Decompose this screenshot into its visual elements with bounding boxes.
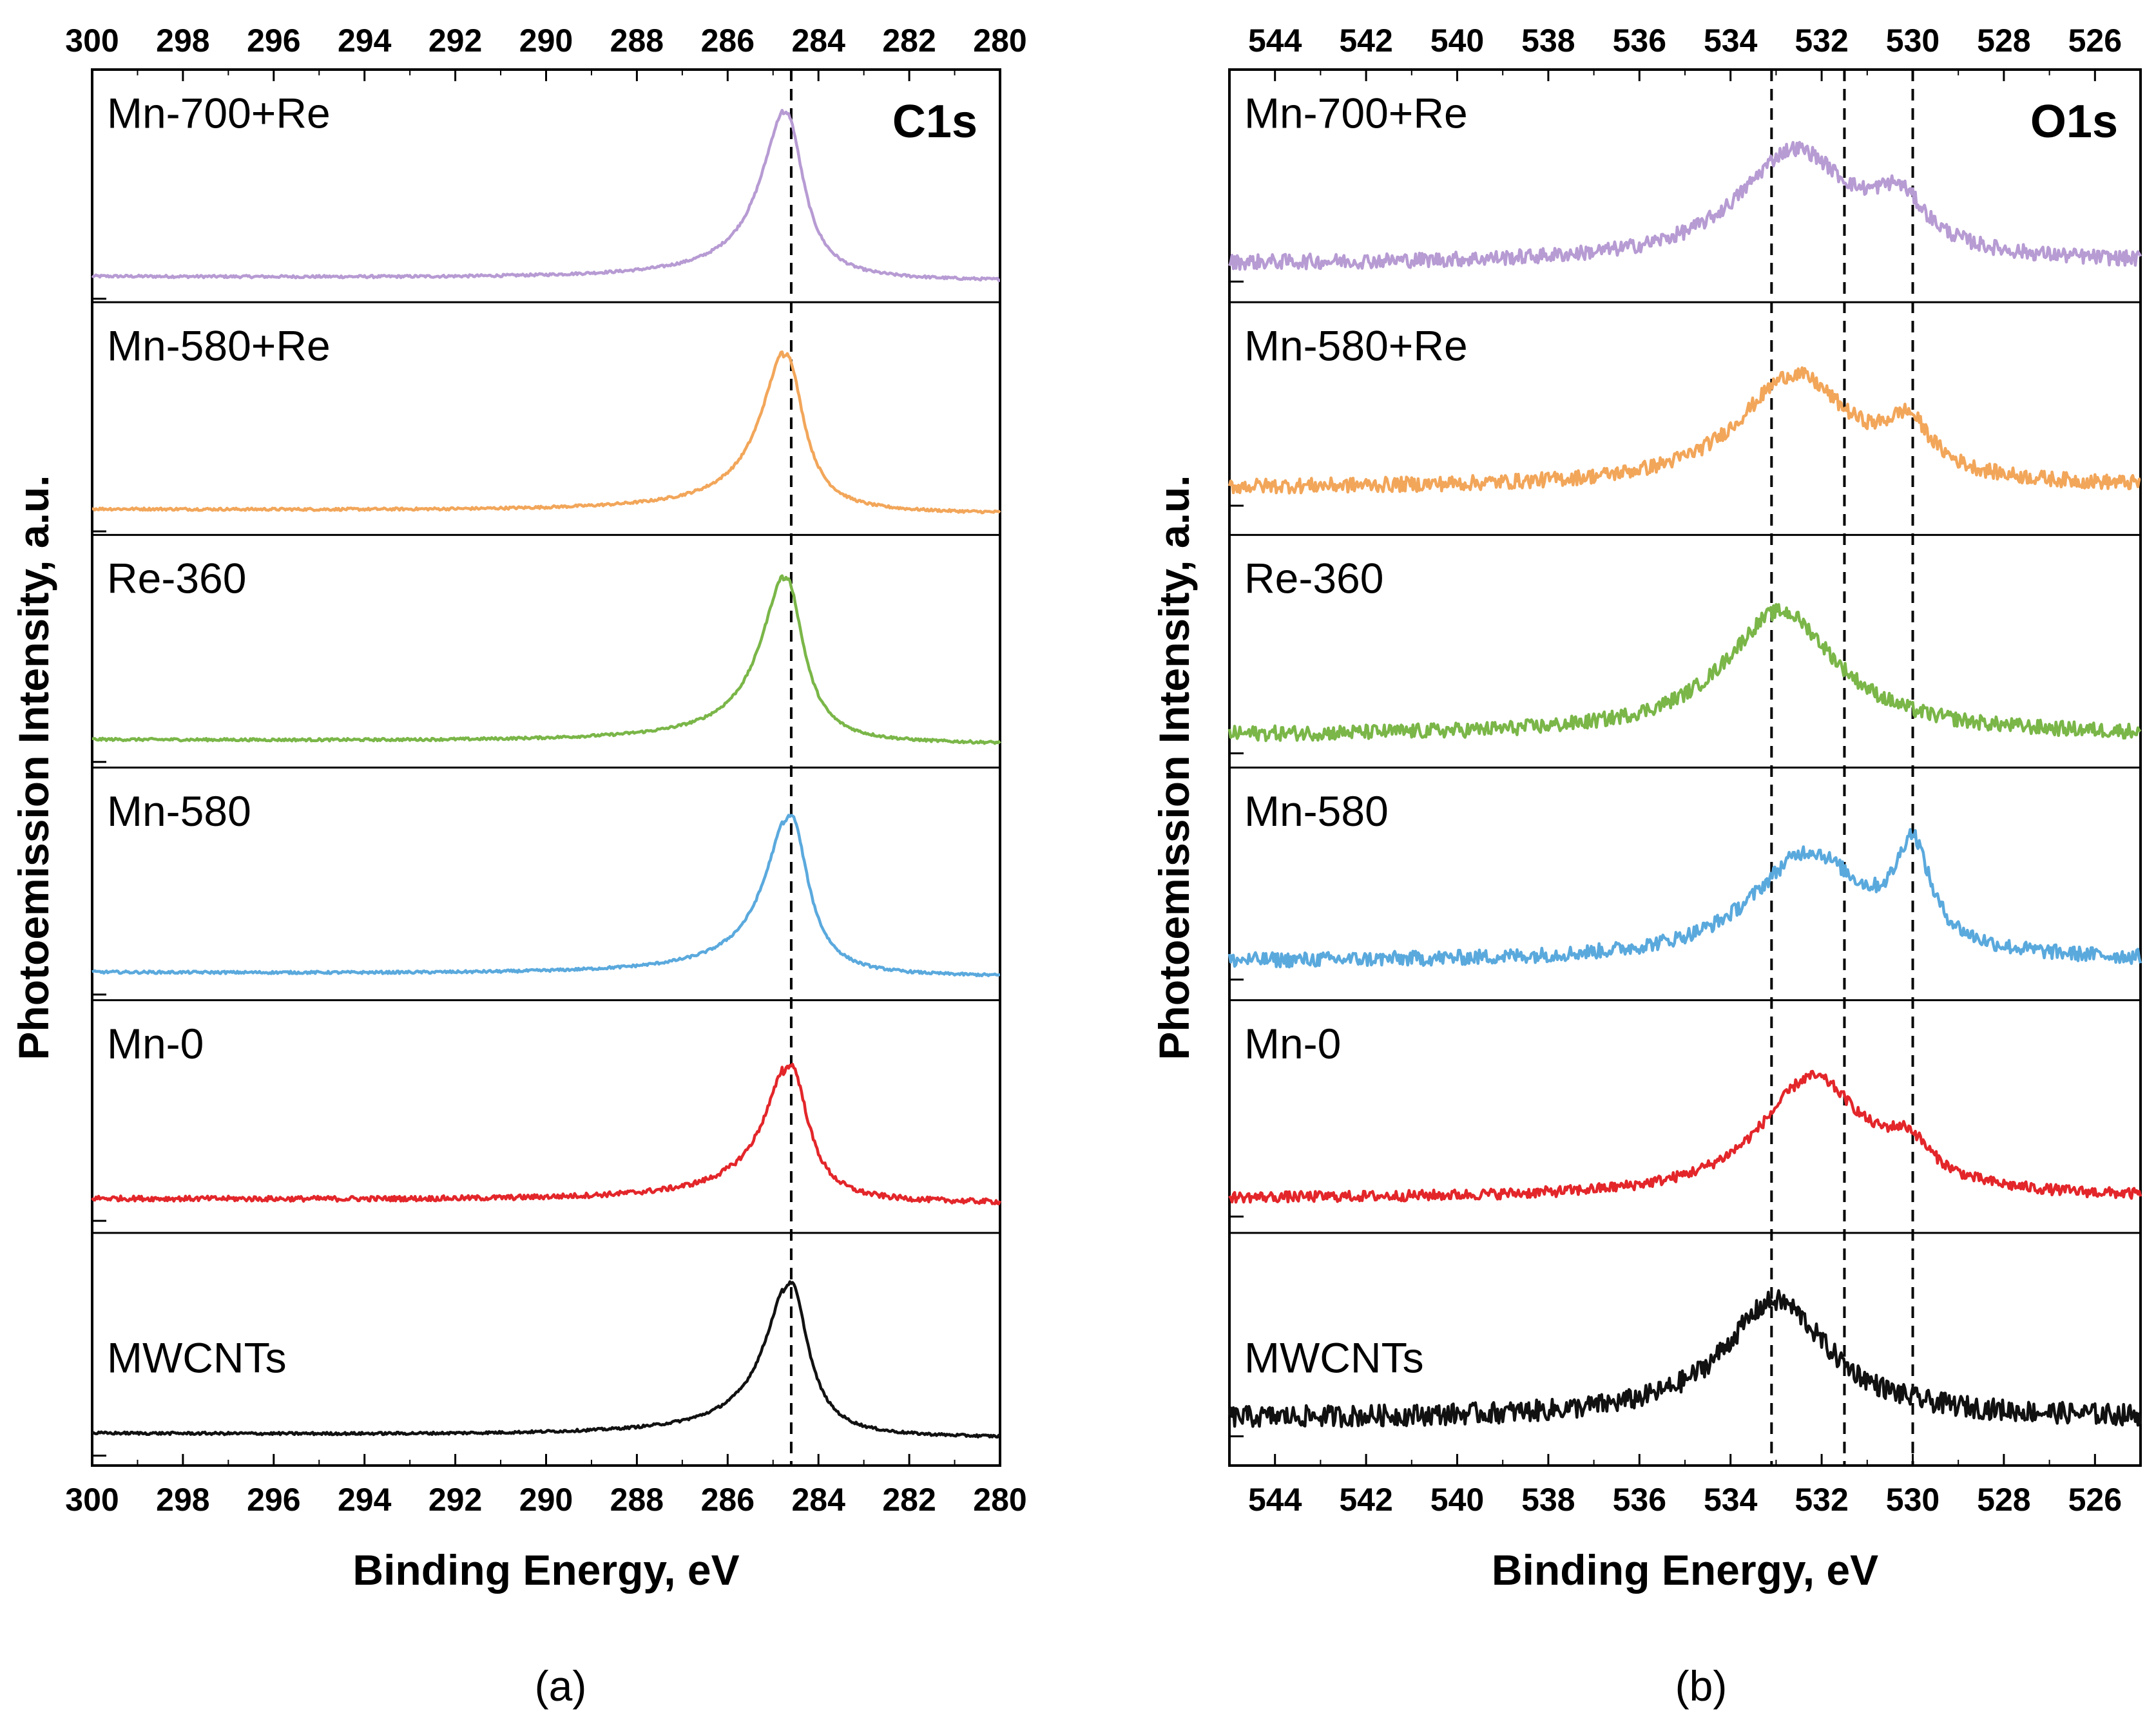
x-tick-label-bottom: 536 [1613,1482,1666,1518]
panel-a: 300 300 298 298 296 296 294 294 292 292 290 290 288 2… [10,23,1027,1710]
series-line-mn-580 [91,814,1001,978]
x-tick-label-top: 286 [701,23,755,59]
x-tick-label-top: 300 [65,23,119,59]
series-line-mn-580-re [91,350,1001,515]
region-label: C1s [892,96,977,148]
x-tick-label-bottom: 292 [428,1482,482,1518]
series-label: Mn-700+Re [1244,89,1468,137]
x-tick-label-bottom: 286 [701,1482,755,1518]
region-label: O1s [2030,96,2118,148]
panel-b: 544 544 542 542 540 540 538 538 536 536 534 534 532 5… [1150,23,2142,1710]
series-label: Mn-580 [1244,787,1389,835]
x-tick-label-top: 536 [1613,23,1666,59]
series-line-mwcnts [1227,1289,2142,1428]
x-tick-label-top: 298 [156,23,209,59]
x-tick-label-top: 540 [1430,23,1484,59]
x-tick-label-bottom: 534 [1704,1482,1758,1518]
x-tick-label-top: 530 [1886,23,1939,59]
x-tick-label-top: 292 [428,23,482,59]
x-tick-label-top: 280 [973,23,1026,59]
x-tick-label-bottom: 544 [1248,1482,1302,1518]
x-tick-label-bottom: 284 [791,1482,845,1518]
series-line-mn-580-re [1227,366,2141,495]
x-tick-label-bottom: 282 [882,1482,936,1518]
series-label: Mn-580+Re [107,321,331,369]
x-tick-label-top: 534 [1704,23,1758,59]
x-tick-label-top: 544 [1248,23,1302,59]
x-tick-label-bottom: 296 [247,1482,300,1518]
x-tick-label-top: 284 [791,23,845,59]
x-tick-label-bottom: 300 [65,1482,119,1518]
x-tick-label-top: 290 [519,23,573,59]
x-tick-label-top: 288 [610,23,664,59]
x-tick-label-top: 528 [1977,23,2030,59]
y-axis-title: Photoemission Intensity, a.u. [1150,475,1198,1060]
x-tick-label-bottom: 290 [519,1482,573,1518]
panel-caption: (a) [535,1662,587,1710]
x-tick-label-bottom: 532 [1795,1482,1848,1518]
series-label: Re-360 [1244,555,1383,602]
series-label: Mn-580+Re [1244,321,1468,369]
x-tick-label-top: 542 [1339,23,1392,59]
x-tick-label-bottom: 280 [973,1482,1026,1518]
x-tick-label-bottom: 526 [2068,1482,2122,1518]
x-tick-label-bottom: 298 [156,1482,209,1518]
series-line-mn-0 [1228,1069,2142,1204]
panel-caption: (b) [1675,1662,1728,1710]
x-axis-title: Binding Energy, eV [1492,1546,1878,1594]
series-line-re-360 [91,574,1001,745]
x-tick-label-bottom: 528 [1977,1482,2030,1518]
x-axis-title: Binding Energy, eV [352,1546,739,1594]
series-label: Mn-700+Re [107,89,331,137]
x-tick-label-top: 296 [247,23,300,59]
x-tick-label-bottom: 294 [338,1482,392,1518]
series-line-mn-0 [91,1062,1002,1206]
series-line-mn-700-re [1227,140,2142,271]
series-line-mwcnts [91,1280,1001,1439]
x-tick-label-bottom: 530 [1886,1482,1939,1518]
x-tick-label-top: 526 [2068,23,2122,59]
series-label: Mn-0 [1244,1020,1341,1067]
x-tick-label-top: 538 [1521,23,1575,59]
x-tick-label-bottom: 542 [1339,1482,1392,1518]
x-tick-label-bottom: 288 [610,1482,664,1518]
series-line-mn-700-re [91,108,1001,282]
series-label: MWCNTs [107,1334,287,1382]
x-tick-label-bottom: 538 [1521,1482,1575,1518]
series-line-re-360 [1227,603,2142,743]
x-tick-label-bottom: 540 [1430,1482,1484,1518]
x-tick-label-top: 282 [882,23,936,59]
series-label: Mn-0 [107,1020,204,1067]
x-tick-label-top: 532 [1795,23,1848,59]
series-label: Mn-580 [107,787,251,835]
series-label: Re-360 [107,555,246,602]
series-line-mn-580 [1227,828,2142,969]
y-axis-title: Photoemission Intensity, a.u. [10,475,57,1060]
x-tick-label-top: 294 [338,23,392,59]
series-label: MWCNTs [1244,1334,1424,1382]
